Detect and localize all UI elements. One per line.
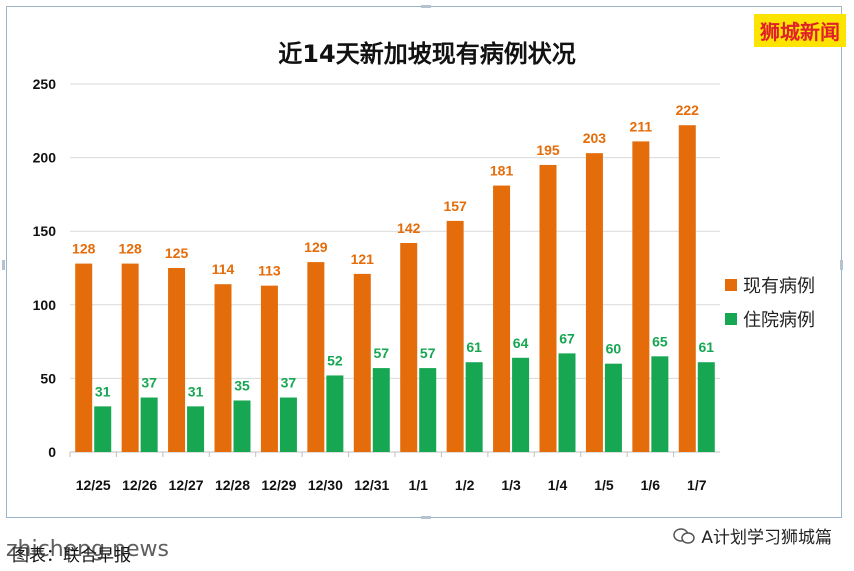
data-label: 52: [327, 352, 343, 368]
resize-handle-right[interactable]: [840, 260, 843, 270]
x-tick-label: 1/1: [408, 477, 428, 493]
legend: 现有病例 住院病例: [725, 268, 815, 336]
bar-hospital: [94, 406, 112, 452]
x-tick-label: 1/7: [687, 477, 707, 493]
data-label: 203: [583, 130, 607, 146]
data-label: 37: [281, 375, 297, 391]
y-tick-label: 100: [33, 297, 57, 313]
resize-handle-left[interactable]: [2, 260, 5, 270]
data-label: 57: [420, 345, 436, 361]
resize-handle-bottom[interactable]: [421, 516, 431, 519]
y-tick-label: 250: [33, 76, 57, 92]
legend-swatch-series-0: [725, 279, 737, 291]
bar-hospital: [651, 356, 669, 452]
y-tick-label: 200: [33, 150, 57, 166]
x-tick-label: 12/27: [169, 477, 204, 493]
x-tick-label: 12/26: [122, 477, 157, 493]
legend-item-series-1: 住院病例: [725, 302, 815, 336]
brand-tag: 狮城新闻: [754, 14, 846, 47]
bar-hospital: [697, 362, 715, 452]
data-label: 125: [165, 245, 189, 261]
x-tick-label: 1/2: [455, 477, 475, 493]
x-tick-label: 1/5: [594, 477, 614, 493]
data-label: 65: [652, 333, 668, 349]
bar-hospital: [140, 397, 158, 452]
bar-hospital: [419, 368, 437, 452]
x-tick-label: 1/3: [501, 477, 521, 493]
data-label: 37: [141, 375, 157, 391]
data-label: 67: [559, 330, 575, 346]
x-tick-label: 12/29: [261, 477, 296, 493]
data-label: 113: [258, 263, 281, 279]
bar-current: [493, 185, 511, 452]
bar-hospital: [558, 353, 576, 452]
x-tick-label: 1/4: [548, 477, 568, 493]
credit-overlay: zhicheng.news: [6, 537, 170, 562]
data-label: 121: [351, 251, 375, 267]
legend-item-series-0: 现有病例: [725, 268, 815, 302]
data-label: 31: [188, 383, 204, 399]
data-label: 128: [72, 241, 96, 257]
bar-current: [260, 285, 278, 452]
y-tick-label: 150: [33, 223, 57, 239]
data-label: 61: [698, 339, 714, 355]
bar-current: [400, 242, 418, 452]
watermark: A计划学习狮城篇: [673, 523, 832, 548]
data-label: 61: [466, 339, 482, 355]
bar-hospital: [233, 400, 251, 452]
x-tick-label: 12/30: [308, 477, 343, 493]
bar-current: [121, 263, 139, 452]
bar-current: [585, 153, 603, 452]
data-label: 31: [95, 383, 111, 399]
data-label: 195: [536, 142, 560, 158]
bar-current: [446, 220, 464, 452]
bar-hospital: [604, 363, 622, 452]
bar-current: [214, 284, 232, 452]
data-label: 129: [304, 239, 328, 255]
bar-hospital: [372, 368, 390, 452]
bar-hospital: [512, 357, 530, 452]
bar-current: [353, 273, 371, 452]
bar-hospital: [326, 375, 344, 452]
bar-current: [168, 268, 186, 452]
bar-current: [632, 141, 650, 452]
y-tick-label: 0: [48, 444, 56, 460]
data-label: 211: [630, 118, 653, 134]
data-label: 157: [443, 198, 467, 214]
data-label: 181: [490, 163, 514, 179]
data-label: 142: [397, 220, 421, 236]
x-tick-label: 12/25: [76, 477, 111, 493]
bar-current: [307, 262, 325, 452]
data-label: 35: [234, 377, 250, 393]
credit-text: 图表：联合早报: [12, 546, 131, 566]
legend-label-series-0: 现有病例: [743, 276, 815, 297]
y-tick-label: 50: [40, 370, 56, 386]
bar-current: [678, 125, 696, 452]
data-label: 64: [513, 335, 529, 351]
bar-hospital: [187, 406, 205, 452]
data-label: 60: [606, 341, 622, 357]
x-tick-label: 12/28: [215, 477, 250, 493]
legend-swatch-series-1: [725, 313, 737, 325]
data-label: 114: [212, 261, 235, 277]
data-label: 128: [118, 241, 142, 257]
resize-handle-top[interactable]: [421, 5, 431, 8]
x-tick-label: 1/6: [641, 477, 661, 493]
data-label: 57: [373, 345, 389, 361]
wechat-icon: [673, 527, 696, 544]
bar-current: [75, 263, 93, 452]
x-tick-label: 12/31: [354, 477, 389, 493]
bar-hospital: [279, 397, 297, 452]
watermark-text: A计划学习狮城篇: [701, 528, 832, 548]
data-label: 222: [676, 102, 700, 118]
legend-label-series-1: 住院病例: [743, 310, 815, 331]
bar-hospital: [465, 362, 483, 452]
bar-current: [539, 164, 557, 452]
chart-title: 近14天新加坡现有病例状况: [278, 40, 576, 68]
